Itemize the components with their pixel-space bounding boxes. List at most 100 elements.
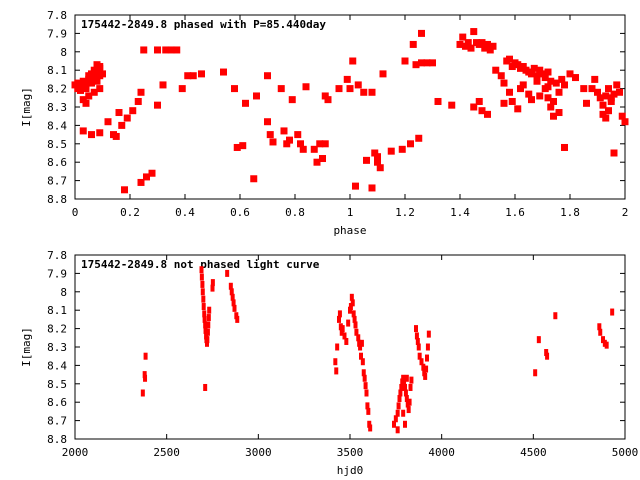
chart-1-data-point — [418, 29, 425, 37]
chart-2-data-point — [344, 337, 349, 345]
chart-1-data-point — [547, 103, 555, 111]
chart-1-data-point — [104, 118, 112, 126]
chart-2-y-tick-label: 8 — [60, 286, 67, 299]
chart-1-data-point — [231, 85, 238, 93]
chart-2-x-tick-label: 4500 — [520, 446, 547, 459]
chart-2-data-point — [205, 328, 210, 336]
chart-1-data-point — [434, 97, 442, 105]
chart-1-data-point — [363, 156, 370, 164]
chart-2-data-point — [206, 321, 211, 329]
chart-2-y-tick-label: 8.3 — [47, 341, 67, 354]
chart-1-data-point — [115, 109, 123, 117]
chart-1-data-point — [492, 66, 500, 74]
chart-1-x-tick-label: 0.4 — [175, 206, 195, 219]
chart-1-data-point — [335, 85, 343, 93]
chart-1-y-tick-label: 7.9 — [47, 27, 67, 40]
chart-2-data-point — [406, 406, 411, 414]
chart-2-data-point — [425, 343, 430, 351]
chart-1-data-point — [93, 61, 101, 69]
chart-1-data-point — [137, 178, 145, 186]
chart-1-data-point — [533, 77, 541, 85]
chart-1-data-point — [599, 101, 607, 109]
chart-2-data-point — [200, 288, 205, 296]
chart-2-data-point — [416, 343, 421, 351]
chart-2-y-tick-label: 8.6 — [47, 396, 67, 409]
chart-1-data-point — [121, 186, 128, 194]
chart-2-data-point — [407, 398, 412, 406]
chart-1-points — [71, 28, 629, 194]
chart-1-title: 175442-2849.8 phased with P=85.440day — [81, 18, 326, 31]
chart-2-data-point — [363, 382, 368, 390]
chart-1-data-point — [352, 182, 359, 190]
chart-2-data-point — [403, 420, 407, 428]
chart-2-y-tick-label: 8.2 — [47, 323, 67, 336]
chart-1-data-point — [288, 96, 296, 104]
chart-1-data-point — [613, 81, 621, 89]
chart-2-data-point — [337, 310, 342, 318]
chart-2-data-point — [333, 358, 338, 366]
chart-2-data-point — [346, 319, 351, 327]
chart-2-data-point — [366, 407, 371, 415]
chart-2-plot-frame — [74, 254, 626, 440]
chart-1-y-tick-label: 8.1 — [47, 64, 67, 77]
chart-2-data-point — [350, 299, 355, 307]
chart-2-data-point — [610, 308, 615, 316]
chart-2-data-point — [395, 409, 400, 417]
chart-1-y-tick-label: 8.3 — [47, 101, 67, 114]
chart-2-title: 175442-2849.8 not phased light curve — [81, 258, 320, 271]
chart-1-data-point — [349, 57, 357, 65]
chart-2-x-tick-label: 5000 — [612, 446, 639, 459]
chart-1-data-point — [239, 142, 247, 150]
chart-1-data-point — [407, 140, 414, 148]
chart-2-x-tick-label: 4000 — [428, 446, 455, 459]
chart-1-y-tick-label: 7.8 — [47, 9, 67, 22]
chart-1-data-point — [489, 42, 497, 50]
chart-2-data-point — [205, 336, 210, 344]
chart-1-data-point — [266, 131, 274, 139]
chart-1-data-point — [82, 85, 90, 93]
chart-1-data-point — [368, 184, 376, 192]
chart-1-x-tick-label: 2 — [622, 206, 629, 219]
chart-1-data-point — [514, 105, 522, 113]
chart-2-data-point — [395, 426, 400, 434]
chart-2-x-tick-label: 3500 — [337, 446, 364, 459]
chart-1-data-point — [277, 85, 285, 93]
chart-1-data-point — [561, 143, 568, 151]
chart-2-x-tick-label: 3000 — [245, 446, 272, 459]
chart-2-y-tick-label: 7.9 — [47, 267, 67, 280]
chart-2-data-point — [200, 280, 205, 288]
chart-2-data-point — [424, 365, 429, 373]
chart-2-points — [140, 266, 615, 434]
chart-1-x-tick-label: 1 — [347, 206, 354, 219]
chart-1-y-tick-label: 8.7 — [47, 175, 67, 188]
chart-1-data-point — [572, 74, 579, 82]
chart-1-data-point — [500, 79, 508, 87]
chart-1-data-point — [286, 136, 293, 144]
chart-1-data-point — [154, 46, 161, 54]
chart-1-y-tick-label: 8.4 — [47, 119, 67, 132]
chart-2-data-point — [414, 325, 418, 333]
chart-1-y-tick-label: 8.6 — [47, 156, 67, 169]
chart-1-data-point — [484, 110, 491, 118]
chart-1-data-point — [605, 107, 612, 115]
chart-1-data-point — [379, 70, 387, 78]
chart-1-data-point — [409, 40, 417, 48]
chart-1-data-point — [470, 28, 478, 36]
chart-1-y-tick-label: 8 — [60, 46, 67, 59]
chart-2-data-point — [545, 352, 550, 360]
chart-1-data-point — [140, 46, 148, 54]
chart-1-x-tick-label: 1.4 — [450, 206, 470, 219]
chart-1-data-point — [250, 175, 258, 183]
chart-1-data-point — [82, 99, 90, 107]
chart-1-data-point — [610, 149, 618, 157]
chart-2-y-tick-label: 8.5 — [47, 378, 67, 391]
chart-1-data-point — [302, 83, 310, 91]
chart-1-data-point — [583, 99, 590, 107]
chart-1-data-point — [346, 85, 354, 93]
chart-1-data-point — [79, 127, 87, 135]
chart-1-data-point — [470, 103, 478, 111]
chart-1-data-point — [415, 134, 423, 142]
chart-2-data-point — [235, 315, 240, 323]
chart-2-data-point — [335, 343, 340, 351]
chart-2-data-point — [553, 312, 558, 320]
